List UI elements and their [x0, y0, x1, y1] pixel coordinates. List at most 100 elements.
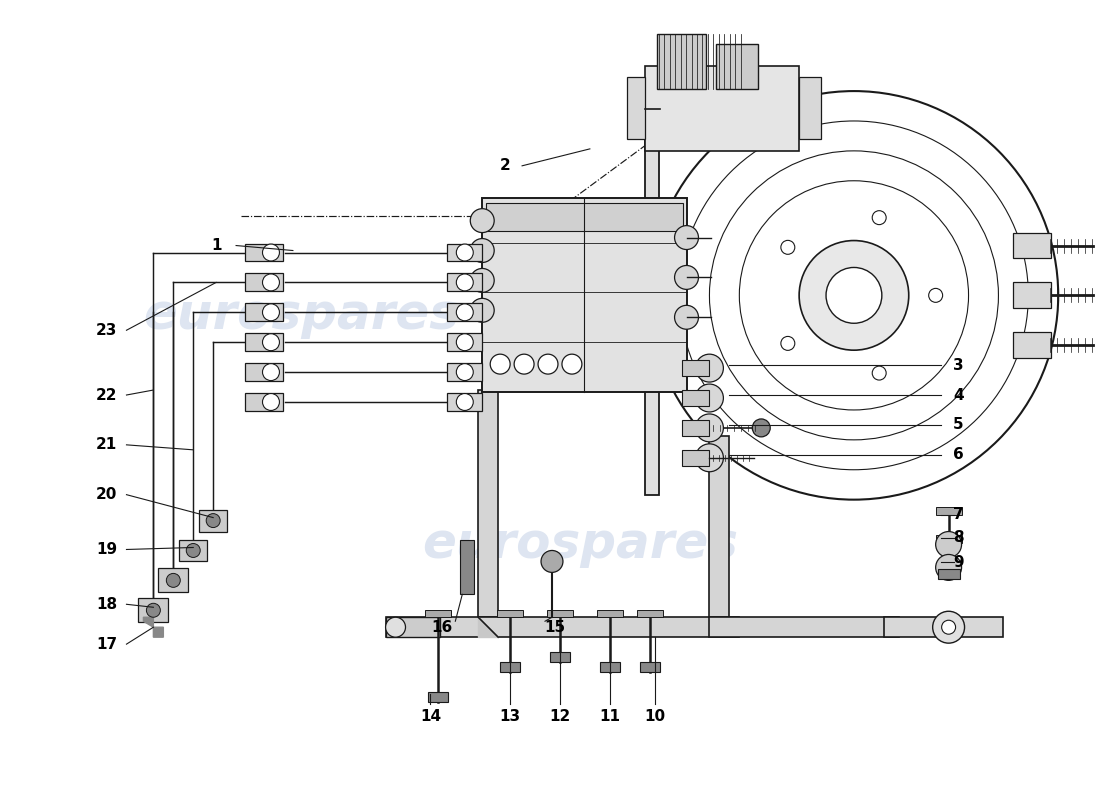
Bar [482, 198, 686, 392]
Text: 10: 10 [645, 710, 665, 724]
Bar [428, 692, 449, 702]
Circle shape [263, 244, 279, 261]
Bar [682, 390, 710, 406]
Circle shape [206, 514, 220, 527]
Bar [497, 610, 524, 618]
Circle shape [263, 334, 279, 350]
Bar [883, 618, 1003, 637]
Bar [597, 610, 623, 618]
Circle shape [471, 269, 494, 292]
Circle shape [695, 414, 724, 442]
Text: 17: 17 [96, 637, 117, 652]
Circle shape [456, 394, 473, 410]
Circle shape [471, 298, 494, 322]
Bar [139, 598, 168, 622]
Bar [460, 539, 474, 594]
Bar [710, 618, 899, 637]
Circle shape [263, 394, 279, 410]
Text: 3: 3 [954, 358, 964, 373]
Bar [936, 534, 961, 542]
Circle shape [936, 531, 961, 558]
Bar [386, 618, 440, 637]
Circle shape [695, 444, 724, 472]
Bar [386, 618, 739, 637]
Bar [245, 303, 283, 322]
Bar [600, 662, 619, 672]
Circle shape [263, 364, 279, 381]
Bar [448, 363, 482, 381]
Text: 22: 22 [96, 387, 118, 402]
Circle shape [186, 543, 200, 558]
Bar [448, 334, 482, 351]
Text: 4: 4 [954, 387, 964, 402]
Text: 11: 11 [600, 710, 620, 724]
Text: 13: 13 [499, 710, 520, 724]
Bar [682, 360, 710, 376]
Bar [158, 569, 188, 592]
Bar [245, 393, 283, 411]
Circle shape [166, 574, 180, 587]
Bar [1013, 282, 1052, 308]
Bar [716, 44, 758, 89]
Bar [179, 539, 207, 562]
Circle shape [674, 266, 698, 290]
Text: 23: 23 [96, 322, 118, 338]
Circle shape [471, 238, 494, 262]
Bar [245, 363, 283, 381]
Bar [657, 34, 706, 89]
Text: 5: 5 [954, 418, 964, 433]
Bar [1013, 332, 1052, 358]
Circle shape [146, 603, 161, 618]
Circle shape [936, 554, 961, 580]
Bar [486, 202, 682, 230]
Circle shape [386, 618, 406, 637]
Circle shape [680, 121, 1028, 470]
Bar [682, 420, 710, 436]
Circle shape [514, 354, 535, 374]
Text: 15: 15 [544, 620, 565, 634]
Circle shape [263, 274, 279, 291]
Circle shape [263, 304, 279, 321]
Circle shape [928, 288, 943, 302]
Circle shape [872, 210, 887, 225]
Bar [199, 510, 227, 531]
Circle shape [456, 274, 473, 291]
Bar [448, 393, 482, 411]
Text: eurospares: eurospares [143, 291, 459, 339]
Bar [627, 77, 645, 139]
Text: 20: 20 [96, 487, 118, 502]
Circle shape [674, 306, 698, 330]
Circle shape [781, 240, 795, 254]
Polygon shape [478, 618, 498, 637]
Text: 1: 1 [211, 238, 221, 253]
Bar [500, 662, 520, 672]
Bar [640, 662, 660, 672]
Circle shape [674, 226, 698, 250]
Bar [478, 390, 498, 618]
Circle shape [933, 611, 965, 643]
Bar [547, 610, 573, 618]
Text: 7: 7 [954, 507, 964, 522]
Text: 12: 12 [549, 710, 571, 724]
Bar [637, 610, 662, 618]
Bar [245, 243, 283, 262]
Text: 8: 8 [954, 530, 964, 545]
Circle shape [456, 334, 473, 350]
Bar [448, 274, 482, 291]
Circle shape [456, 304, 473, 321]
Circle shape [538, 354, 558, 374]
Circle shape [739, 181, 968, 410]
Circle shape [562, 354, 582, 374]
Bar [160, 570, 187, 591]
Bar [550, 652, 570, 662]
Circle shape [456, 244, 473, 261]
Bar [426, 610, 451, 618]
Text: 2: 2 [499, 158, 510, 174]
Circle shape [541, 550, 563, 572]
Polygon shape [143, 618, 163, 637]
Bar [936, 506, 961, 514]
Bar [710, 436, 729, 618]
Circle shape [872, 366, 887, 380]
Text: 19: 19 [96, 542, 117, 557]
Text: 16: 16 [432, 620, 453, 634]
